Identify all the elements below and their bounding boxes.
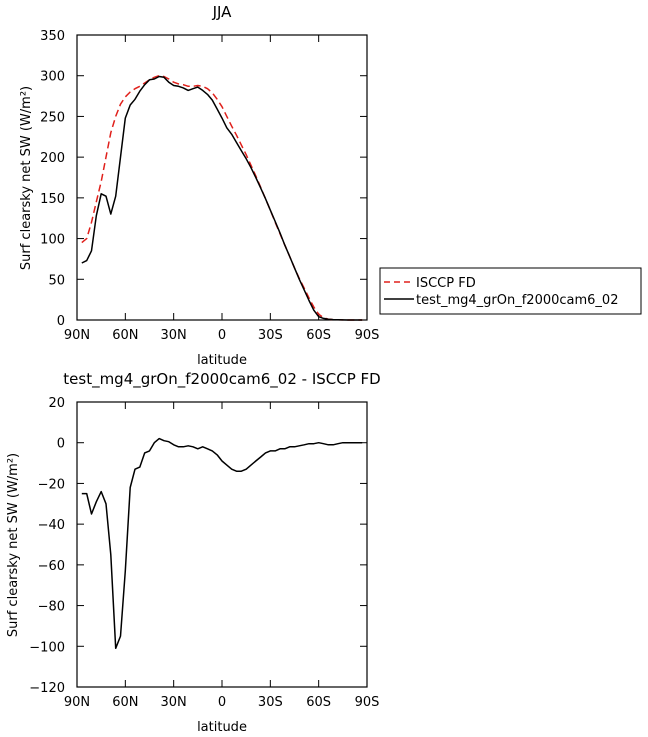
bottom-y-axis-title: Surf clearsky net SW (W/m²) bbox=[6, 453, 21, 637]
bottom-y-tick-label: −60 bbox=[38, 559, 65, 574]
bottom-plot-frame bbox=[76, 401, 368, 688]
bottom-x-tick-label: 90N bbox=[64, 695, 90, 710]
bottom-series-lines bbox=[81, 437, 363, 650]
top-x-tick-label: 90N bbox=[64, 328, 90, 343]
top-x-tick-label: 60N bbox=[112, 328, 138, 343]
bottom-panel: test_mg4_grOn_f2000cam6_02 - ISCCP FD −1… bbox=[6, 370, 381, 735]
top-series-line-0 bbox=[81, 74, 363, 321]
top-y-tick-label: 300 bbox=[40, 70, 65, 85]
bottom-y-tick-label: −40 bbox=[38, 518, 65, 533]
top-y-tick-label: 50 bbox=[48, 273, 65, 288]
top-plot-frame bbox=[76, 34, 368, 321]
top-y-ticks: 0 50 100 150 200 250 300 350 bbox=[40, 29, 367, 329]
legend-box bbox=[379, 267, 642, 315]
bottom-x-tick-label: 30S bbox=[258, 695, 283, 710]
top-y-tick-label: 350 bbox=[40, 29, 65, 44]
bottom-y-tick-label: −100 bbox=[29, 640, 65, 655]
top-y-tick-label: 200 bbox=[40, 151, 65, 166]
top-y-tick-label: 0 bbox=[57, 314, 65, 329]
bottom-y-tick-label: 0 bbox=[57, 437, 65, 452]
top-series-lines bbox=[81, 74, 363, 321]
bottom-y-ticks: −120 −100 −80 −60 −40 −20 0 20 bbox=[29, 396, 367, 696]
bottom-x-tick-label: 90S bbox=[355, 695, 380, 710]
bottom-y-tick-label: −80 bbox=[38, 600, 65, 615]
top-y-tick-label: 250 bbox=[40, 110, 65, 125]
bottom-y-tick-label: 20 bbox=[48, 396, 65, 411]
bottom-y-tick-label: −120 bbox=[29, 681, 65, 696]
top-panel: JJA 0 50 100 150 200 250 300 350 90N 60N 30N 0 30S 6… bbox=[19, 3, 379, 368]
bottom-x-axis-title: latitude bbox=[197, 720, 247, 735]
bottom-x-tick-label: 60S bbox=[306, 695, 331, 710]
legend-label-isccp: ISCCP FD bbox=[416, 276, 476, 291]
bottom-x-tick-label: 30N bbox=[161, 695, 187, 710]
legend: ISCCP FD test_mg4_grOn_f2000cam6_02 bbox=[379, 267, 642, 315]
top-x-tick-label: 60S bbox=[306, 328, 331, 343]
top-x-tick-label: 30N bbox=[161, 328, 187, 343]
bottom-series-line-0 bbox=[81, 437, 363, 650]
top-chart-title: JJA bbox=[212, 3, 233, 21]
bottom-x-tick-label: 60N bbox=[112, 695, 138, 710]
top-x-tick-label: 0 bbox=[218, 328, 226, 343]
top-x-ticks: 90N 60N 30N 0 30S 60S 90S bbox=[64, 35, 380, 343]
bottom-chart-title: test_mg4_grOn_f2000cam6_02 - ISCCP FD bbox=[63, 370, 380, 389]
bottom-y-tick-label: −20 bbox=[38, 477, 65, 492]
top-y-tick-label: 150 bbox=[40, 192, 65, 207]
top-y-axis-title: Surf clearsky net SW (W/m²) bbox=[19, 86, 34, 270]
bottom-x-tick-label: 0 bbox=[218, 695, 226, 710]
top-x-tick-label: 30S bbox=[258, 328, 283, 343]
top-x-axis-title: latitude bbox=[197, 353, 247, 368]
top-x-tick-label: 90S bbox=[355, 328, 380, 343]
bottom-x-ticks: 90N 60N 30N 0 30S 60S 90S bbox=[64, 402, 380, 710]
top-series-line-1 bbox=[81, 75, 363, 321]
top-y-tick-label: 100 bbox=[40, 233, 65, 248]
legend-label-test: test_mg4_grOn_f2000cam6_02 bbox=[416, 293, 618, 308]
